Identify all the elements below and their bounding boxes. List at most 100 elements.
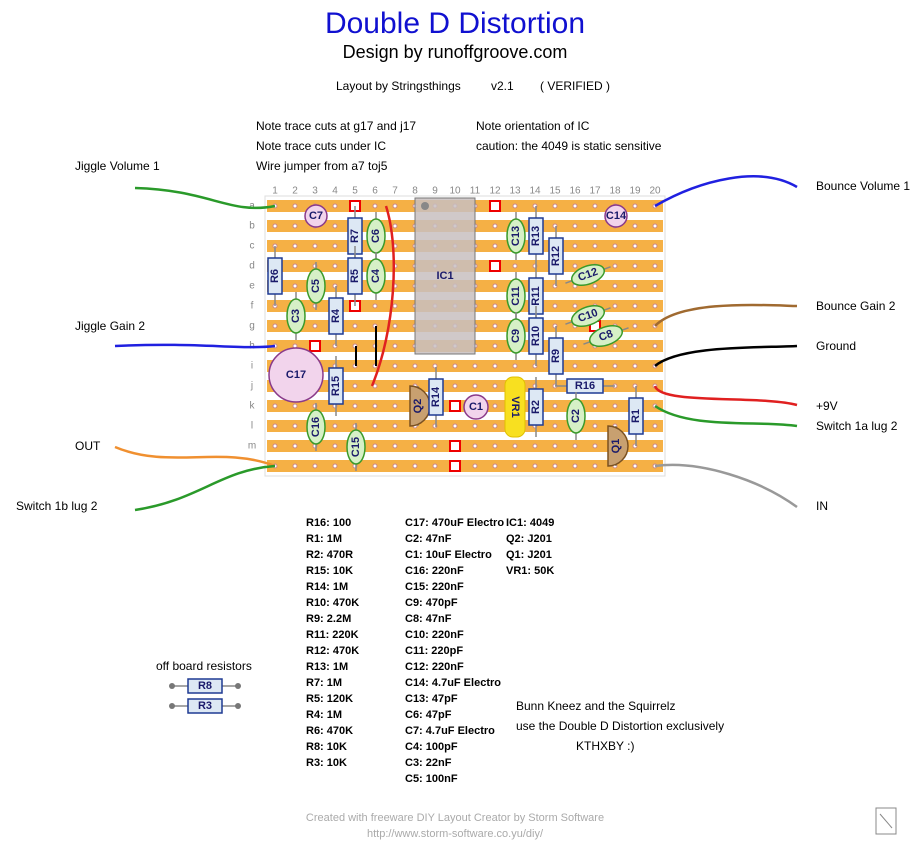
electrolytic-capacitor — [463, 394, 489, 420]
hole — [552, 403, 558, 409]
column-label: 20 — [649, 186, 661, 197]
hole — [472, 383, 478, 389]
column-label: 7 — [392, 186, 398, 197]
note: caution: the 4049 is static sensitive — [476, 139, 662, 153]
capacitor — [588, 324, 624, 348]
part-entry: C2: 47nF — [405, 533, 452, 545]
hole — [332, 223, 338, 229]
wire — [654, 344, 798, 367]
hole — [572, 343, 578, 349]
hole — [572, 243, 578, 249]
part-entry: R3: 10K — [306, 757, 347, 769]
hole — [492, 423, 498, 429]
component-label: C7 — [309, 210, 323, 222]
component-label: R15 — [330, 376, 342, 396]
part-entry: Q1: J201 — [506, 549, 552, 561]
part-entry: C3: 22nF — [405, 757, 452, 769]
hole — [592, 423, 598, 429]
message: use the Double D Distortion exclusively — [516, 719, 724, 733]
column-label: 12 — [489, 186, 501, 197]
hole — [472, 443, 478, 449]
hole — [592, 363, 598, 369]
column-label: 3 — [312, 186, 318, 197]
hole — [612, 403, 618, 409]
capacitor — [506, 318, 526, 354]
component-label: C3 — [290, 309, 302, 323]
hole — [512, 443, 518, 449]
row-label: d — [249, 261, 255, 272]
hole — [392, 323, 398, 329]
hole — [372, 423, 378, 429]
part-entry: C5: 100nF — [405, 773, 458, 785]
column-label: 2 — [292, 186, 298, 197]
logo-line — [879, 813, 893, 829]
connection-label: +9V — [816, 399, 838, 413]
pad — [235, 683, 241, 689]
component-label: R12 — [550, 246, 562, 266]
part-entry: C6: 47pF — [405, 709, 452, 721]
part-entry: C9: 470pF — [405, 597, 458, 609]
capacitor — [286, 298, 306, 334]
hole — [412, 463, 418, 469]
hole — [552, 303, 558, 309]
part-entry: R15: 10K — [306, 565, 353, 577]
hole — [372, 403, 378, 409]
hole — [492, 363, 498, 369]
version: v2.1 — [491, 79, 514, 93]
hole — [592, 203, 598, 209]
part-entry: C12: 220nF — [405, 661, 464, 673]
column-label: 6 — [372, 186, 378, 197]
row-label: f — [251, 301, 254, 312]
hole — [332, 203, 338, 209]
message: KTHXBY :) — [576, 739, 634, 753]
layout-credit: Layout by Stringsthings — [336, 79, 461, 93]
hole — [552, 443, 558, 449]
hole — [392, 343, 398, 349]
wire — [653, 385, 798, 407]
column-label: 5 — [352, 186, 358, 197]
part-entry: R2: 470R — [306, 549, 353, 561]
trace-cut — [489, 260, 501, 272]
hole — [652, 343, 658, 349]
component-label: C8 — [597, 328, 614, 344]
part-entry: R5: 120K — [306, 693, 353, 705]
hole — [592, 443, 598, 449]
hole — [652, 303, 658, 309]
hole — [512, 263, 518, 269]
resistor — [528, 317, 544, 355]
trace-cut — [449, 400, 461, 412]
hole — [312, 323, 318, 329]
hole — [272, 403, 278, 409]
hole — [632, 243, 638, 249]
hole — [492, 463, 498, 469]
hole — [492, 443, 498, 449]
wire — [654, 175, 798, 208]
hole — [652, 423, 658, 429]
hole — [632, 263, 638, 269]
row-label: c — [250, 241, 255, 252]
component-label: R16 — [575, 380, 595, 392]
hole — [372, 443, 378, 449]
hole — [572, 443, 578, 449]
component-label: C16 — [310, 417, 322, 437]
part-entry: C10: 220nF — [405, 629, 464, 641]
resistor — [328, 297, 344, 335]
hole — [452, 383, 458, 389]
status: ( VERIFIED ) — [540, 79, 610, 93]
hole — [632, 343, 638, 349]
column-label: 13 — [509, 186, 521, 197]
transistor — [607, 425, 629, 467]
resistor — [528, 388, 544, 426]
resistor — [528, 217, 544, 255]
resistor — [347, 257, 363, 295]
trace-cut — [489, 200, 501, 212]
component-label: R9 — [550, 349, 562, 363]
hole — [632, 223, 638, 229]
part-entry: C1: 10uF Electro — [405, 549, 492, 561]
hole — [372, 463, 378, 469]
logo — [875, 807, 897, 835]
resistor — [548, 237, 564, 275]
logo-box — [875, 807, 897, 835]
row-label: i — [251, 361, 253, 372]
component-label: C4 — [370, 268, 382, 283]
